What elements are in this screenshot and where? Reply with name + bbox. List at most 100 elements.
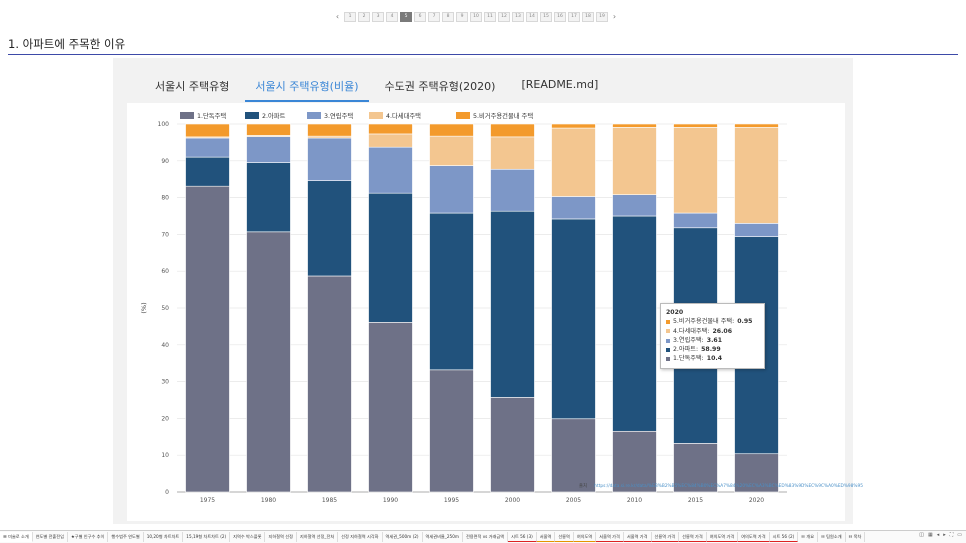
- bar-segment-2000-4[interactable]: [490, 136, 535, 170]
- bar-segment-1995-5[interactable]: [429, 123, 474, 137]
- bar-segment-2000-5[interactable]: [490, 123, 535, 138]
- bar-segment-2005-5[interactable]: [551, 123, 596, 129]
- bar-segment-2005-4[interactable]: [551, 127, 596, 197]
- sheet-tab[interactable]: 여의도역: [573, 532, 597, 542]
- view-control-icon[interactable]: ⛶: [949, 532, 954, 538]
- bar-segment-1980-5[interactable]: [246, 123, 291, 136]
- sheet-tab[interactable]: ★구별 인구수 추이: [68, 532, 109, 542]
- bar-segment-2005-3[interactable]: [551, 196, 596, 220]
- legend-swatch[interactable]: [245, 112, 259, 119]
- sheet-tab[interactable]: 지하철역 선정_전처: [297, 532, 339, 542]
- sheet-tab[interactable]: 여의도역 가격: [738, 532, 770, 542]
- page-number-7[interactable]: 7: [428, 11, 440, 22]
- view-control-icon[interactable]: ▦: [927, 532, 933, 538]
- page-number-9[interactable]: 9: [456, 11, 468, 22]
- legend-swatch[interactable]: [369, 112, 383, 119]
- legend-label[interactable]: 3.연립주택: [324, 112, 353, 120]
- sheet-tab[interactable]: 서울역 가격: [623, 532, 652, 542]
- legend-swatch[interactable]: [180, 112, 194, 119]
- page-number-11[interactable]: 11: [484, 11, 496, 22]
- tab-3[interactable]: [README.md]: [521, 78, 599, 91]
- view-control-icon[interactable]: ◫: [919, 532, 924, 538]
- bar-segment-2020-3[interactable]: [734, 223, 779, 237]
- sheet-tab[interactable]: 15,19형 차트차트 (2): [183, 532, 231, 542]
- bar-segment-1985-3[interactable]: [307, 137, 352, 181]
- sheet-tab[interactable]: 지역수 박스플롯: [230, 532, 266, 542]
- bar-segment-1985-5[interactable]: [307, 123, 352, 137]
- stacked-bar-chart[interactable]: 0 10 20 30 40 50 60 70 80 90 100 (%) 1975 1980 1985 199…: [127, 103, 845, 521]
- sheet-tab[interactable]: 선정 지하철역 시각화: [338, 532, 383, 542]
- sheet-tab[interactable]: 역세권비율_250m: [423, 532, 463, 542]
- sheet-tab[interactable]: ☷ 목차: [846, 532, 866, 542]
- bar-segment-1980-2[interactable]: [246, 162, 291, 233]
- page-number-16[interactable]: 16: [554, 11, 566, 22]
- bar-segment-2010-3[interactable]: [612, 194, 657, 217]
- bar-segment-2005-2[interactable]: [551, 218, 596, 420]
- bar-segment-2015-5[interactable]: [673, 123, 718, 128]
- bar-segment-2015-1[interactable]: [673, 443, 718, 493]
- bar-segment-1975-5[interactable]: [185, 123, 230, 138]
- bar-segment-2020-1[interactable]: [734, 453, 779, 493]
- bar-segment-1995-2[interactable]: [429, 212, 474, 371]
- page-number-19[interactable]: 19: [596, 11, 608, 22]
- page-number-3[interactable]: 3: [372, 11, 384, 22]
- sheet-tab[interactable]: 역세권_500m (2): [383, 532, 423, 542]
- bar-segment-2010-2[interactable]: [612, 215, 657, 432]
- page-number-5[interactable]: 5: [400, 11, 412, 22]
- bar-segment-1985-1[interactable]: [307, 275, 352, 493]
- source-link[interactable]: https://data.si.re.kr/data/%EB%B2%B5%EC%…: [594, 484, 863, 489]
- page-number-13[interactable]: 13: [512, 11, 524, 22]
- bar-segment-2020-5[interactable]: [734, 123, 779, 128]
- sheet-tab[interactable]: 서울역: [536, 532, 556, 542]
- page-number-2[interactable]: 2: [358, 11, 370, 22]
- bar-segment-2010-4[interactable]: [612, 127, 657, 195]
- bar-segment-1985-2[interactable]: [307, 180, 352, 277]
- view-control-icon[interactable]: ▸: [943, 532, 946, 538]
- tab-1[interactable]: 서울시 주택유형(비율): [245, 78, 369, 102]
- legend-label[interactable]: 4.다세대주택: [386, 111, 421, 120]
- sheet-tab[interactable]: ☰ 미술로 소개: [0, 532, 33, 542]
- bar-segment-1990-3[interactable]: [368, 146, 413, 194]
- page-number-15[interactable]: 15: [540, 11, 552, 22]
- sheet-tab[interactable]: 전용면적 vs 거래금액: [463, 532, 509, 542]
- legend-label[interactable]: 2.아파트: [262, 111, 286, 120]
- bar-segment-1980-3[interactable]: [246, 136, 291, 163]
- view-control-icon[interactable]: ▭: [957, 532, 962, 538]
- bar-segment-1975-2[interactable]: [185, 156, 230, 187]
- sheet-tab[interactable]: 연도별 전출전입: [33, 532, 68, 542]
- sheet-tab[interactable]: 선릉역: [555, 532, 574, 542]
- sheet-tab[interactable]: 서울역 가격: [596, 532, 624, 542]
- page-number-6[interactable]: 6: [414, 11, 426, 22]
- sheet-tab[interactable]: 선릉역 가격: [651, 532, 680, 542]
- bar-segment-2000-2[interactable]: [490, 210, 535, 398]
- bar-segment-2015-4[interactable]: [673, 127, 718, 214]
- bar-segment-2010-5[interactable]: [612, 123, 657, 128]
- legend-label[interactable]: 1.단독주택: [197, 111, 226, 120]
- legend-swatch[interactable]: [456, 112, 470, 119]
- bar-segment-2000-3[interactable]: [490, 168, 535, 212]
- page-number-4[interactable]: 4: [386, 11, 398, 22]
- next-page-arrow-icon[interactable]: ›: [612, 12, 617, 21]
- page-number-17[interactable]: 17: [568, 11, 580, 22]
- bar-segment-1990-2[interactable]: [368, 192, 413, 323]
- sheet-tab[interactable]: 행수범주 연도별: [108, 532, 144, 542]
- bar-segment-1990-4[interactable]: [368, 133, 413, 148]
- sheet-tab[interactable]: 시트 56 (2): [769, 532, 799, 542]
- prev-page-arrow-icon[interactable]: ‹: [335, 12, 340, 21]
- bar-segment-2000-1[interactable]: [490, 397, 535, 493]
- bar-segment-1995-4[interactable]: [429, 135, 474, 166]
- bar-segment-1975-3[interactable]: [185, 137, 230, 158]
- bar-segment-1995-3[interactable]: [429, 165, 474, 214]
- bar-segment-2020-4[interactable]: [734, 127, 779, 224]
- sheet-tab[interactable]: 여의도역 가격: [706, 532, 739, 542]
- sheet-tab[interactable]: 지하철역 선정: [265, 532, 297, 542]
- legend-swatch[interactable]: [307, 112, 321, 119]
- sheet-tab[interactable]: 선릉역 가격: [679, 532, 707, 542]
- bar-segment-1990-5[interactable]: [368, 123, 413, 135]
- sheet-tab[interactable]: ☷ 팀원소개: [818, 532, 846, 542]
- bar-segment-1980-1[interactable]: [246, 231, 291, 493]
- page-number-12[interactable]: 12: [498, 11, 510, 22]
- page-number-8[interactable]: 8: [442, 11, 454, 22]
- page-number-14[interactable]: 14: [526, 11, 538, 22]
- sheet-tab[interactable]: ☷ 개요: [798, 532, 819, 542]
